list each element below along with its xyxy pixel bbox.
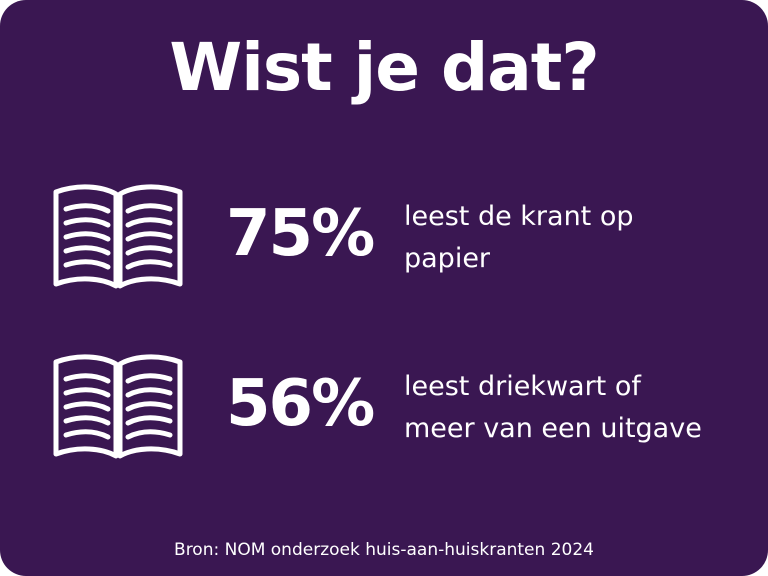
- stat-value: 56%: [226, 367, 375, 441]
- stat-description-line: papier: [404, 243, 491, 274]
- stat-value: 75%: [226, 197, 375, 271]
- stat-row-paper-readers: 75% leest de krant op papier: [0, 166, 768, 306]
- stat-row-threequarter-readers: 56% leest driekwart of meer van een uitg…: [0, 336, 768, 476]
- stat-description-line: leest de krant op: [404, 201, 634, 232]
- source-caption: Bron: NOM onderzoek huis-aan-huiskranten…: [174, 540, 594, 560]
- page-title: Wist je dat?: [169, 29, 599, 106]
- open-book-icon: [53, 184, 183, 289]
- stat-description: leest de krant op papier: [404, 196, 744, 280]
- open-book-icon: [53, 354, 183, 459]
- stat-description-line: leest driekwart of: [404, 371, 641, 402]
- stat-description-line: meer van een uitgave: [404, 413, 702, 444]
- stat-description: leest driekwart of meer van een uitgave: [404, 366, 744, 450]
